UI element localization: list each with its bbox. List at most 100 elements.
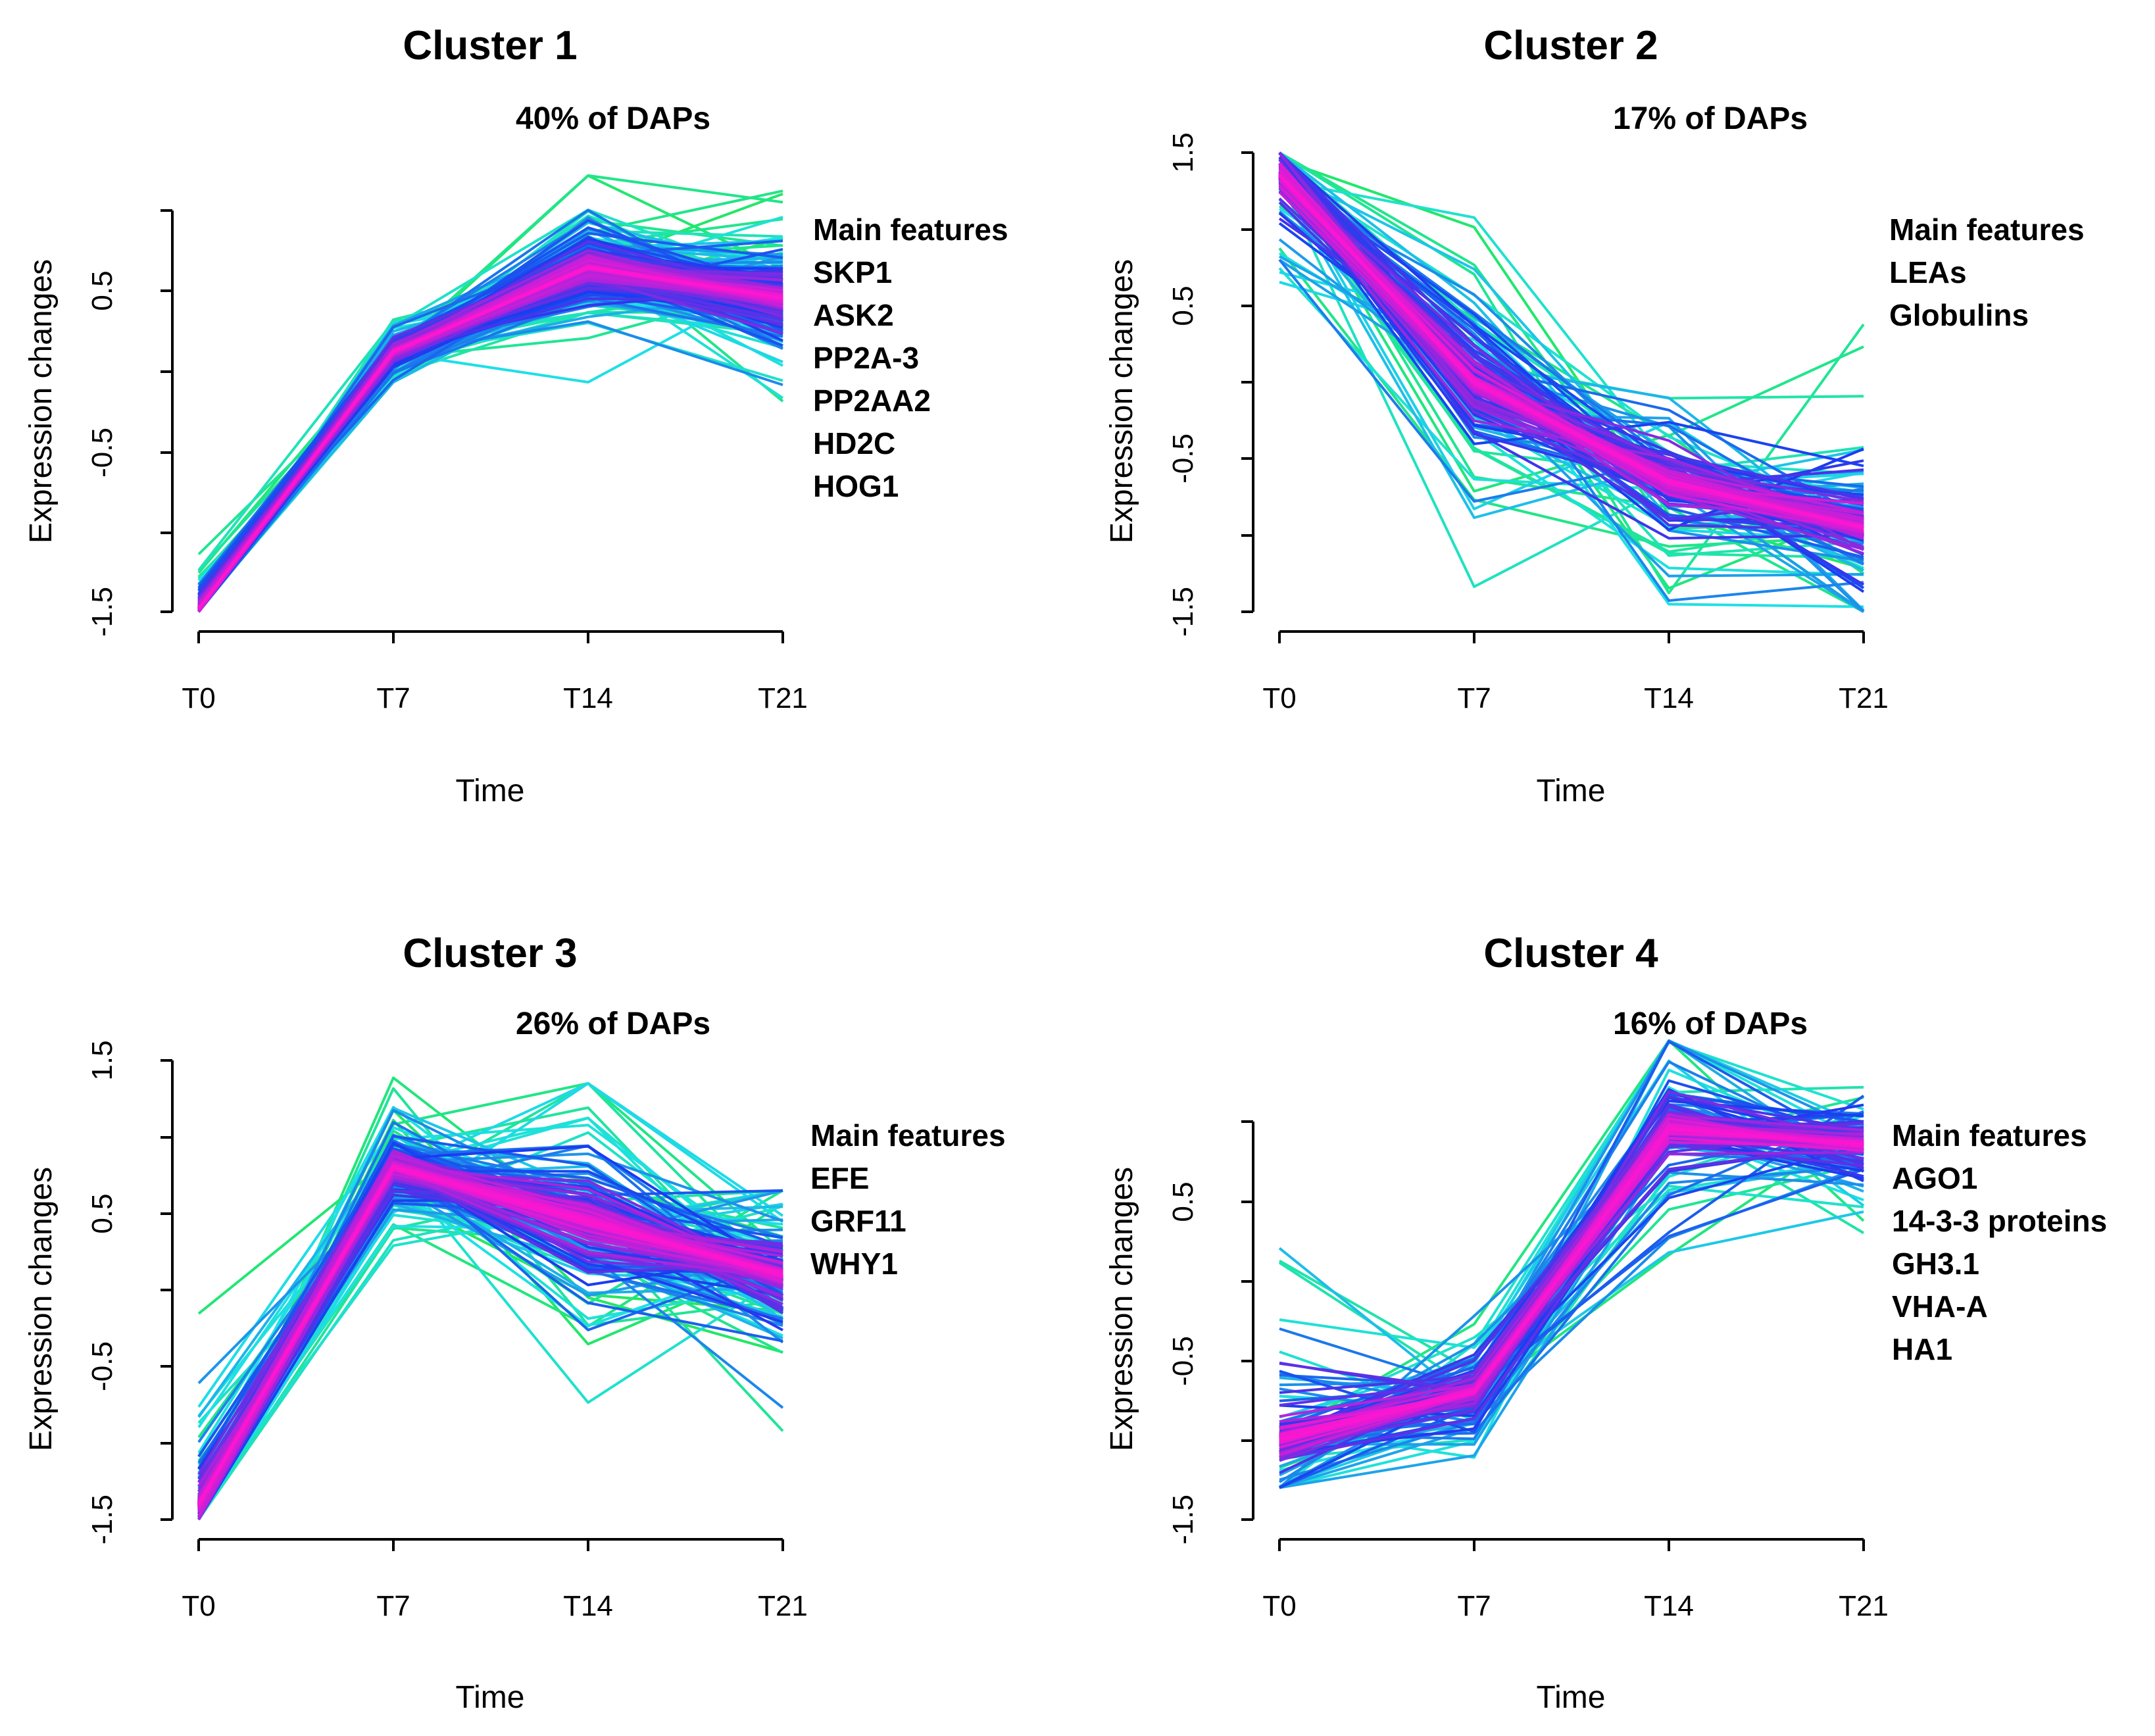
cluster-3-profile-lines <box>197 1076 784 1521</box>
cluster-3-ytick-label: -1.5 <box>86 1495 118 1545</box>
profile-line <box>197 293 783 610</box>
cluster-3-feature: GRF11 <box>810 1204 906 1238</box>
cluster-1-title: Cluster 1 <box>403 23 577 68</box>
profile-line <box>197 266 783 610</box>
profile-line <box>1278 177 1864 555</box>
cluster-3-y-ticks <box>161 1059 172 1521</box>
cluster-1-profile-lines <box>197 174 784 613</box>
cluster-4-subtitle: 16% of DAPs <box>1613 1006 1808 1041</box>
cluster-4-feature: 14-3-3 proteins <box>1892 1204 2107 1238</box>
cluster-4-feature: AGO1 <box>1892 1161 1977 1195</box>
cluster-2-xtick-label: T7 <box>1457 682 1491 714</box>
cluster-2-x-ticks <box>1278 632 1865 643</box>
cluster-2-ytick-label: 1.5 <box>1167 132 1199 172</box>
cluster-3-x-ticks <box>197 1539 784 1551</box>
cluster-3-feature: EFE <box>810 1161 869 1195</box>
cluster-4-feature: GH3.1 <box>1892 1247 1979 1281</box>
profile-line <box>1279 1128 1864 1441</box>
cluster-1-feature: PP2A-3 <box>813 341 919 375</box>
profile-line <box>197 296 783 613</box>
cluster-1-feature-heading: Main features <box>813 212 1008 247</box>
cluster-4-ytick-label: 0.5 <box>1167 1181 1199 1222</box>
cluster-2-subtitle: 17% of DAPs <box>1613 101 1808 136</box>
profile-line <box>197 1143 783 1470</box>
cluster-2-title: Cluster 2 <box>1483 23 1658 68</box>
cluster-1-subtitle: 40% of DAPs <box>516 101 710 136</box>
cluster-4-y-ticks <box>1241 1120 1253 1521</box>
cluster-4-panel: Cluster 4 16% of DAPs -1.5 -0.5 0.5 Expr… <box>1104 931 2107 1715</box>
cluster-2-ytick-label: -0.5 <box>1167 434 1199 484</box>
cluster-1-x-ticks <box>197 632 784 643</box>
cluster-4-title: Cluster 4 <box>1483 931 1658 976</box>
cluster-2-x-axis-label: Time <box>1537 774 1606 808</box>
cluster-3-panel: Cluster 3 26% of DAPs -1.5 -0.5 0.5 1.5 … <box>24 931 1006 1715</box>
profile-line <box>197 301 783 595</box>
cluster-1-y-ticks <box>161 209 172 613</box>
cluster-4-x-ticks <box>1278 1539 1865 1551</box>
profile-line <box>1278 169 1864 530</box>
cluster-3-xtick-label: T0 <box>182 1590 215 1622</box>
profile-line <box>197 297 783 613</box>
cluster-2-y-axis-label: Expression changes <box>1104 259 1139 543</box>
cluster-3-title: Cluster 3 <box>403 931 577 976</box>
cluster-2-xtick-label: T14 <box>1644 682 1694 714</box>
cluster-3-feature-heading: Main features <box>810 1118 1006 1153</box>
cluster-4-xtick-label: T14 <box>1644 1590 1694 1622</box>
cluster-2-profile-lines <box>1278 151 1865 613</box>
profile-line <box>1278 174 1864 529</box>
cluster-3-ytick-label: -0.5 <box>86 1341 118 1391</box>
cluster-4-features: Main features AGO1 14-3-3 proteins GH3.1… <box>1892 1118 2107 1366</box>
cluster-3-feature: WHY1 <box>810 1247 898 1281</box>
profile-line <box>1279 1114 1864 1438</box>
cluster-1-feature: ASK2 <box>813 298 894 332</box>
cluster-4-feature-heading: Main features <box>1892 1118 2087 1153</box>
cluster-3-xtick-label: T7 <box>376 1590 410 1622</box>
cluster-1-x-axis-label: Time <box>456 774 525 808</box>
cluster-2-ytick-label: 0.5 <box>1167 285 1199 326</box>
cluster-4-xtick-label: T7 <box>1457 1590 1491 1622</box>
cluster-4-profile-lines <box>1278 1039 1865 1489</box>
profile-line <box>197 1124 784 1454</box>
cluster-1-xtick-label: T21 <box>758 682 808 714</box>
profile-line <box>197 294 783 610</box>
profile-line <box>1279 1134 1864 1446</box>
cluster-2-feature: Globulins <box>1889 298 2029 332</box>
cluster-4-ytick-label: -0.5 <box>1167 1336 1199 1386</box>
cluster-4-feature: HA1 <box>1892 1332 1952 1366</box>
profile-line <box>1279 1165 1864 1481</box>
cluster-1-xtick-label: T14 <box>563 682 613 714</box>
profile-line <box>197 320 783 609</box>
cluster-1-feature: PP2AA2 <box>813 384 931 418</box>
cluster-4-feature: VHA-A <box>1892 1289 1988 1324</box>
profile-line <box>197 1166 783 1505</box>
profile-line <box>1279 169 1864 488</box>
cluster-4-xtick-label: T0 <box>1262 1590 1296 1622</box>
cluster-3-xtick-label: T21 <box>758 1590 808 1622</box>
cluster-3-features: Main features EFE GRF11 WHY1 <box>810 1118 1006 1281</box>
profile-line <box>1279 1040 1864 1489</box>
cluster-3-ytick-label: 0.5 <box>86 1193 118 1233</box>
cluster-2-features: Main features LEAs Globulins <box>1889 212 2085 332</box>
cluster-4-xtick-label: T21 <box>1839 1590 1889 1622</box>
cluster-4-x-axis-label: Time <box>1537 1680 1606 1715</box>
cluster-3-x-axis-label: Time <box>456 1680 525 1715</box>
cluster-4-ytick-label: -1.5 <box>1167 1495 1199 1545</box>
cluster-2-xtick-label: T0 <box>1262 682 1296 714</box>
cluster-4-y-axis-label: Expression changes <box>1104 1167 1139 1451</box>
profile-line <box>197 174 783 609</box>
cluster-1-y-axis-label: Expression changes <box>24 259 59 543</box>
cluster-1-ytick-label: -0.5 <box>86 428 118 478</box>
cluster-2-feature: LEAs <box>1889 255 1967 289</box>
cluster-1-ytick-label: 0.5 <box>86 270 118 310</box>
cluster-3-y-axis-label: Expression changes <box>24 1167 59 1451</box>
cluster-3-subtitle: 26% of DAPs <box>516 1006 710 1041</box>
cluster-2-panel: Cluster 2 17% of DAPs -1.5 -0.5 0.5 1.5 … <box>1104 23 2085 808</box>
cluster-1-feature: HOG1 <box>813 469 899 503</box>
cluster-3-ytick-label: 1.5 <box>86 1040 118 1080</box>
cluster-1-features: Main features SKP1 ASK2 PP2A-3 PP2AA2 HD… <box>813 212 1008 503</box>
profile-line <box>197 292 783 613</box>
cluster-3-xtick-label: T14 <box>563 1590 613 1622</box>
profile-line <box>197 174 783 613</box>
cluster-1-ytick-label: -1.5 <box>86 587 118 637</box>
